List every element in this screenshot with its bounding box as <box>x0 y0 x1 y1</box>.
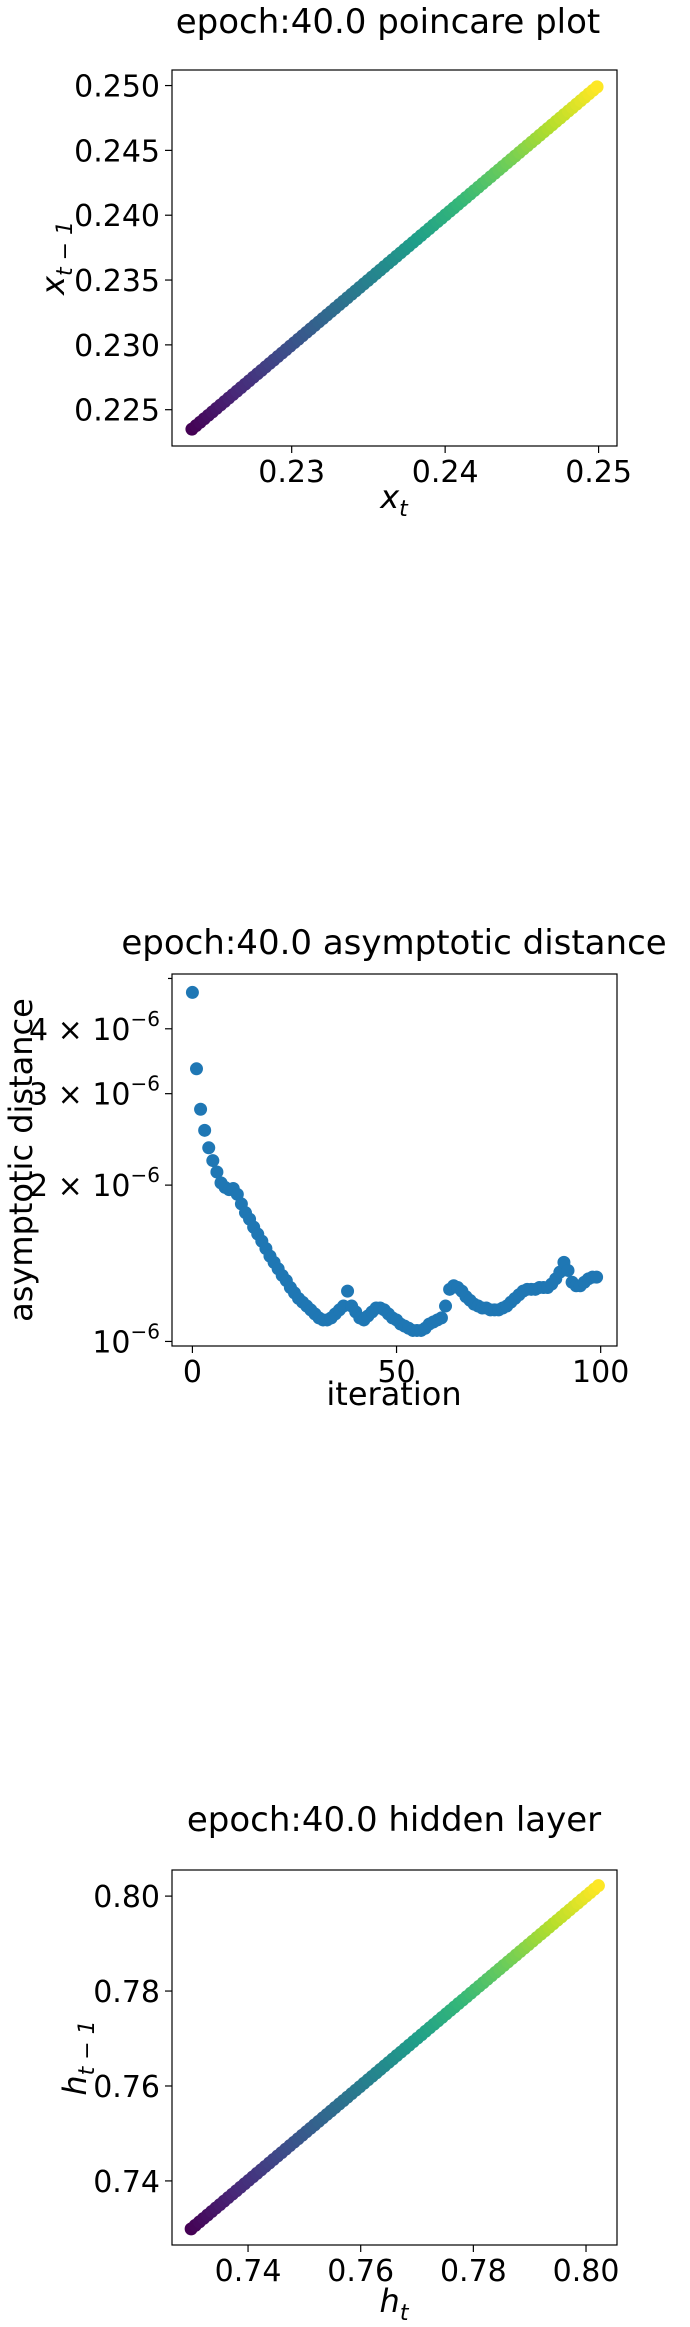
y-axis-label: xt − 1 <box>34 221 78 296</box>
data-point <box>194 1102 208 1116</box>
plot-frame <box>171 973 618 1347</box>
chart-title: epoch:40.0 poincare plot <box>176 2 601 42</box>
y-axis-label: asymptotic distance <box>2 998 40 1322</box>
poincare-chart: epoch:40.0 poincare plot 0.23 0.24 0.25 0.2… <box>0 0 690 522</box>
x-tick-label: 0.25 <box>565 455 632 490</box>
y-tick-label: 0.78 <box>93 1975 160 2010</box>
chart-title: epoch:40.0 hidden layer <box>187 1800 601 1840</box>
x-tick-label: 50 <box>377 1355 415 1390</box>
asymptotic-distance-chart-svg: epoch:40.0 asymptotic distance 0 50 100 10−… <box>2 923 667 1413</box>
x-tick-label: 0 <box>183 1355 202 1390</box>
y-tick-label: 0.80 <box>93 1880 160 1915</box>
y-tick-label: 0.74 <box>93 2165 160 2200</box>
x-tick-label: 0.80 <box>553 2254 620 2289</box>
y-tick-label: 2 × 10−6 <box>29 1163 160 1204</box>
data-point <box>198 1123 212 1137</box>
x-tick-label: 0.78 <box>440 2254 507 2289</box>
data-point <box>590 1270 604 1284</box>
y-tick-label: 3 × 10−6 <box>29 1072 160 1113</box>
y-tick-label: 0.225 <box>74 394 160 429</box>
data-point <box>439 1299 453 1313</box>
x-tick-label: 0.76 <box>327 2254 394 2289</box>
y-tick-label: 0.240 <box>74 199 160 234</box>
y-tick-label: 0.230 <box>74 329 160 364</box>
asymptotic-distance-chart: epoch:40.0 asymptotic distance 0 50 100 10−… <box>0 920 690 1420</box>
y-tick-label: 0.235 <box>74 264 160 299</box>
y-axis-label: ht − 1 <box>56 2020 100 2095</box>
data-point <box>591 1879 605 1893</box>
hidden-layer-chart-svg: epoch:40.0 hidden layer 0.74 0.76 0.78 0.80… <box>56 1800 620 2326</box>
x-axis-label: iteration <box>326 1375 461 1413</box>
data-point <box>590 80 604 94</box>
hidden-layer-chart: epoch:40.0 hidden layer 0.74 0.76 0.78 0.80… <box>0 1790 690 2326</box>
x-axis-label: xt <box>379 478 409 520</box>
data-point <box>202 1141 216 1155</box>
data-point <box>341 1284 355 1298</box>
data-point <box>185 985 199 999</box>
data-point <box>206 1154 220 1168</box>
x-axis-label: ht <box>380 2282 410 2323</box>
x-tick-label: 0.74 <box>215 2254 282 2289</box>
y-tick-label: 4 × 10−6 <box>29 1007 160 1048</box>
y-tick-label: 0.250 <box>74 70 160 105</box>
x-tick-label: 0.24 <box>412 455 479 490</box>
x-tick-label: 100 <box>572 1355 629 1390</box>
x-tick-label: 0.23 <box>258 455 325 490</box>
data-point <box>210 1165 224 1179</box>
plot-frame <box>171 1869 618 2246</box>
data-point <box>561 1263 575 1277</box>
data-point <box>434 1311 448 1325</box>
chart-title: epoch:40.0 asymptotic distance <box>121 923 666 963</box>
y-tick-label: 10−6 <box>92 1319 160 1360</box>
plot-frame <box>171 69 618 447</box>
poincare-chart-svg: epoch:40.0 poincare plot 0.23 0.24 0.25 0.2… <box>34 2 632 522</box>
data-point <box>189 1062 203 1076</box>
y-tick-label: 0.76 <box>93 2070 160 2105</box>
y-tick-label: 0.245 <box>74 134 160 169</box>
